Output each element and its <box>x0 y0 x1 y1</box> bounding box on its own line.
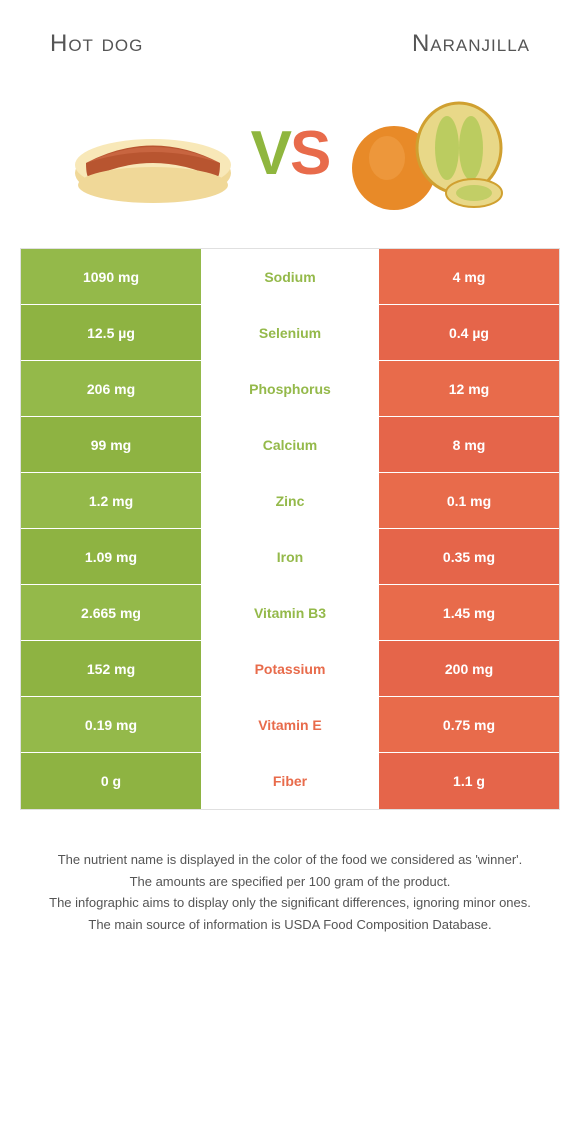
left-value: 99 mg <box>21 417 201 472</box>
right-value: 1.1 g <box>379 753 559 809</box>
nutrient-label: Iron <box>201 529 379 584</box>
nutrient-label: Potassium <box>201 641 379 696</box>
left-food-title: Hot dog <box>50 30 143 58</box>
hot-dog-image <box>66 88 241 218</box>
table-row: 0.19 mgVitamin E0.75 mg <box>21 697 559 753</box>
left-value: 1.2 mg <box>21 473 201 528</box>
table-row: 206 mgPhosphorus12 mg <box>21 361 559 417</box>
table-row: 152 mgPotassium200 mg <box>21 641 559 697</box>
nutrient-label: Zinc <box>201 473 379 528</box>
right-value: 0.35 mg <box>379 529 559 584</box>
right-value: 0.1 mg <box>379 473 559 528</box>
images-row: VS <box>0 88 580 248</box>
left-value: 1090 mg <box>21 249 201 304</box>
vs-v: V <box>251 119 290 188</box>
footnote: The nutrient name is displayed in the co… <box>30 850 550 934</box>
vs-s: S <box>290 119 329 188</box>
left-value: 1.09 mg <box>21 529 201 584</box>
table-row: 1.2 mgZinc0.1 mg <box>21 473 559 529</box>
right-value: 0.75 mg <box>379 697 559 752</box>
left-value: 0 g <box>21 753 201 809</box>
nutrient-label: Vitamin B3 <box>201 585 379 640</box>
right-value: 8 mg <box>379 417 559 472</box>
vs-label: VS <box>251 118 330 189</box>
nutrient-label: Fiber <box>201 753 379 809</box>
right-value: 1.45 mg <box>379 585 559 640</box>
table-row: 2.665 mgVitamin B31.45 mg <box>21 585 559 641</box>
nutrient-label: Vitamin E <box>201 697 379 752</box>
footnote-line: The infographic aims to display only the… <box>30 893 550 913</box>
footnote-line: The nutrient name is displayed in the co… <box>30 850 550 870</box>
table-row: 12.5 µgSelenium0.4 µg <box>21 305 559 361</box>
table-row: 0 gFiber1.1 g <box>21 753 559 809</box>
right-value: 12 mg <box>379 361 559 416</box>
naranjilla-image <box>339 88 514 218</box>
right-value: 200 mg <box>379 641 559 696</box>
nutrient-table: 1090 mgSodium4 mg12.5 µgSelenium0.4 µg20… <box>20 248 560 810</box>
table-row: 99 mgCalcium8 mg <box>21 417 559 473</box>
nutrient-label: Phosphorus <box>201 361 379 416</box>
footnote-line: The main source of information is USDA F… <box>30 915 550 935</box>
nutrient-label: Sodium <box>201 249 379 304</box>
nutrient-label: Calcium <box>201 417 379 472</box>
table-row: 1090 mgSodium4 mg <box>21 249 559 305</box>
left-value: 2.665 mg <box>21 585 201 640</box>
left-value: 0.19 mg <box>21 697 201 752</box>
left-value: 206 mg <box>21 361 201 416</box>
footnote-line: The amounts are specified per 100 gram o… <box>30 872 550 892</box>
nutrient-label: Selenium <box>201 305 379 360</box>
left-value: 152 mg <box>21 641 201 696</box>
right-food-title: Naranjilla <box>412 30 530 58</box>
left-value: 12.5 µg <box>21 305 201 360</box>
header: Hot dog Naranjilla <box>0 20 580 88</box>
right-value: 4 mg <box>379 249 559 304</box>
right-value: 0.4 µg <box>379 305 559 360</box>
table-row: 1.09 mgIron0.35 mg <box>21 529 559 585</box>
